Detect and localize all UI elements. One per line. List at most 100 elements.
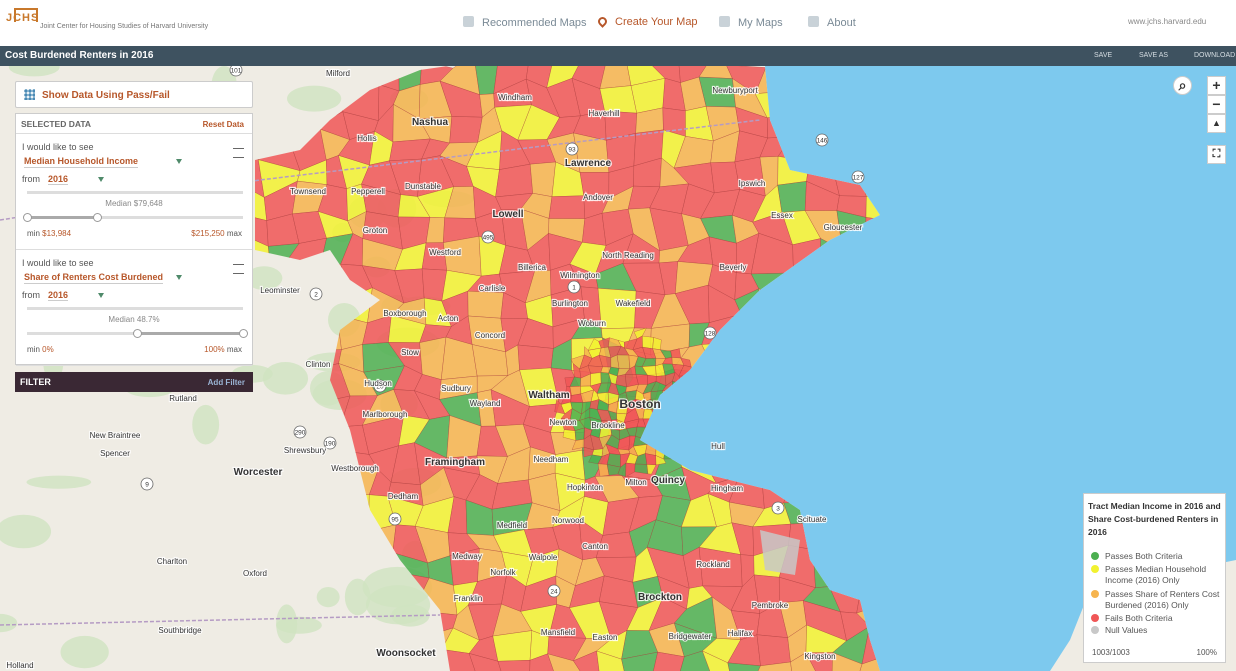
tract xyxy=(655,455,667,466)
place-label: Hingham xyxy=(711,484,743,493)
tract xyxy=(599,66,632,89)
tract xyxy=(492,630,533,662)
place-label: Rutland xyxy=(169,394,197,403)
place-label: Holland xyxy=(6,661,33,670)
tract xyxy=(495,163,534,198)
place-label: Leominster xyxy=(260,286,300,295)
place-label: Wilmington xyxy=(560,271,600,280)
green-area xyxy=(0,514,52,549)
legend-item: Null Values xyxy=(1091,625,1222,636)
tract xyxy=(634,463,649,475)
place-label: Halifax xyxy=(728,629,752,638)
max-label: max xyxy=(226,345,242,354)
legend-label: Fails Both Criteria xyxy=(1105,613,1173,623)
nav-link[interactable]: Create Your Map xyxy=(596,15,698,28)
place-label: Franklin xyxy=(454,594,482,603)
prompt: I would like to see xyxy=(22,142,94,152)
nav-link[interactable]: Recommended Maps xyxy=(463,16,587,29)
green-area xyxy=(245,266,283,290)
save-as-button[interactable]: SAVE AS xyxy=(1139,52,1169,59)
range-fill xyxy=(137,332,243,335)
road-number: 93 xyxy=(568,147,576,154)
nav-link[interactable]: My Maps xyxy=(719,16,783,29)
mode-select[interactable]: Show Data Using Pass/Fail xyxy=(15,81,253,108)
place-label: Quincy xyxy=(651,475,685,486)
min-label: min xyxy=(27,345,40,354)
median-label: Median 48.7% xyxy=(108,315,160,324)
fullscreen[interactable]: ⛶ xyxy=(1207,145,1226,164)
settings-icon xyxy=(233,148,244,158)
place-label: Dedham xyxy=(388,492,419,501)
road-number: 495 xyxy=(483,235,494,242)
min-value: $13,984 xyxy=(42,229,72,238)
year-select[interactable]: 2016 xyxy=(48,290,69,301)
search-button[interactable]: ⌕ xyxy=(1173,76,1192,95)
place-label: New Braintree xyxy=(90,431,141,440)
slider-knob[interactable] xyxy=(133,329,142,338)
place-label: Wakefield xyxy=(616,299,651,308)
place-label: Canton xyxy=(582,542,608,551)
save-button[interactable]: SAVE xyxy=(1094,52,1113,59)
reset-button[interactable]: Reset Data xyxy=(202,120,244,129)
place-label: Brookline xyxy=(591,421,625,430)
tract xyxy=(449,116,483,144)
road-number: 9 xyxy=(145,482,149,489)
add-filter[interactable]: Add Filter xyxy=(207,378,245,387)
tract xyxy=(756,634,791,667)
place-label: Brockton xyxy=(638,592,682,603)
site-link[interactable]: www.jchs.harvard.edu xyxy=(1128,17,1207,26)
filter-label: FILTER xyxy=(20,377,51,387)
year-select[interactable]: 2016 xyxy=(48,174,69,185)
tract xyxy=(805,652,833,671)
min-row: min 0% xyxy=(27,345,54,354)
place-label: Acton xyxy=(438,314,458,323)
variable-select[interactable]: Share of Renters Cost Burdened xyxy=(24,272,164,284)
reset-north[interactable]: ▲ xyxy=(1207,114,1226,133)
road-shield xyxy=(373,379,387,393)
road-shield xyxy=(140,477,154,491)
slider-knob[interactable] xyxy=(239,329,248,338)
road-shield xyxy=(229,66,243,77)
tract xyxy=(831,652,863,671)
legend-label: Passes Share of Renters Cost Burdened (2… xyxy=(1105,589,1220,610)
download-button[interactable]: DOWNLOAD xyxy=(1194,52,1236,59)
logo-frame xyxy=(14,8,38,22)
place-label: Kingston xyxy=(804,652,835,661)
section-heading: SELECTED DATA xyxy=(16,114,252,134)
min-label: min xyxy=(27,229,40,238)
road-shield xyxy=(771,501,785,515)
place-label: Dunstable xyxy=(405,182,442,191)
road-number: 146 xyxy=(817,138,828,145)
road-shield xyxy=(323,436,337,450)
map-title[interactable]: Cost Burdened Renters in 2016 xyxy=(5,50,154,61)
place-label: Waltham xyxy=(528,390,569,401)
place-label: Westford xyxy=(429,248,461,257)
variable-select[interactable]: Median Household Income xyxy=(24,156,139,168)
slider-knob[interactable] xyxy=(93,213,102,222)
nav-text: My Maps xyxy=(738,17,783,29)
nav-text: About xyxy=(827,17,856,29)
place-label: Medway xyxy=(452,552,482,561)
tract xyxy=(645,453,657,466)
range-fill xyxy=(27,216,97,219)
tract xyxy=(777,181,807,213)
max-value: $215,250 xyxy=(191,229,225,238)
legend-item: Fails Both Criteria xyxy=(1091,613,1222,624)
logo[interactable]: JCHS xyxy=(6,12,40,24)
place-label: Wayland xyxy=(470,399,501,408)
green-area xyxy=(8,66,60,77)
green-area xyxy=(262,361,309,395)
nav-link[interactable]: About xyxy=(808,16,856,29)
road-shield xyxy=(309,287,323,301)
zoom-in[interactable]: + xyxy=(1207,76,1226,95)
zoom-out[interactable]: − xyxy=(1207,95,1226,114)
tract xyxy=(572,650,601,671)
road-number: 24 xyxy=(550,589,558,596)
place-label: Bridgewater xyxy=(669,632,712,641)
place-label: Charlton xyxy=(157,557,187,566)
place-label: Carlisle xyxy=(479,284,506,293)
slider-knob[interactable] xyxy=(23,213,32,222)
from-label: from xyxy=(22,290,40,300)
road-shield xyxy=(547,584,561,598)
tract xyxy=(468,653,507,671)
